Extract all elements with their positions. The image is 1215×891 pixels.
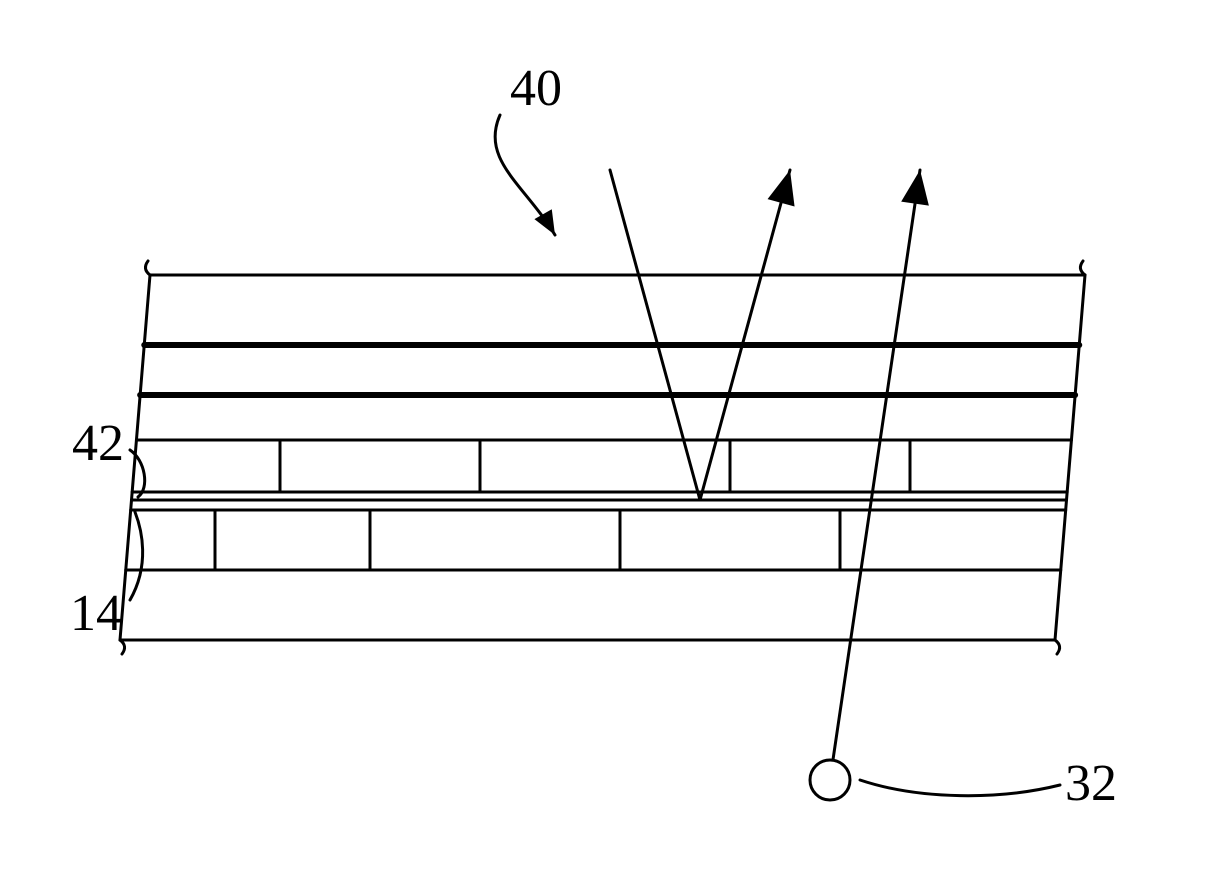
label-40: 40 [510,60,562,117]
label-14: 14 [70,585,122,642]
label-14-leader [130,512,143,600]
source-point [810,760,850,800]
break-notch [145,261,150,275]
side-edge [120,275,150,640]
arrowhead [534,209,555,235]
break-notch [1055,640,1060,654]
label-42: 42 [72,415,124,472]
side-edge [1055,275,1085,640]
ray-transmitted [830,170,920,780]
break-notch [120,640,125,654]
arrowhead [768,170,795,206]
ray-incident [610,170,700,500]
arrowhead [901,170,929,206]
label-32-leader [860,780,1060,796]
ray-reflected [700,170,790,500]
label-32: 32 [1065,755,1117,812]
break-notch [1080,261,1085,275]
